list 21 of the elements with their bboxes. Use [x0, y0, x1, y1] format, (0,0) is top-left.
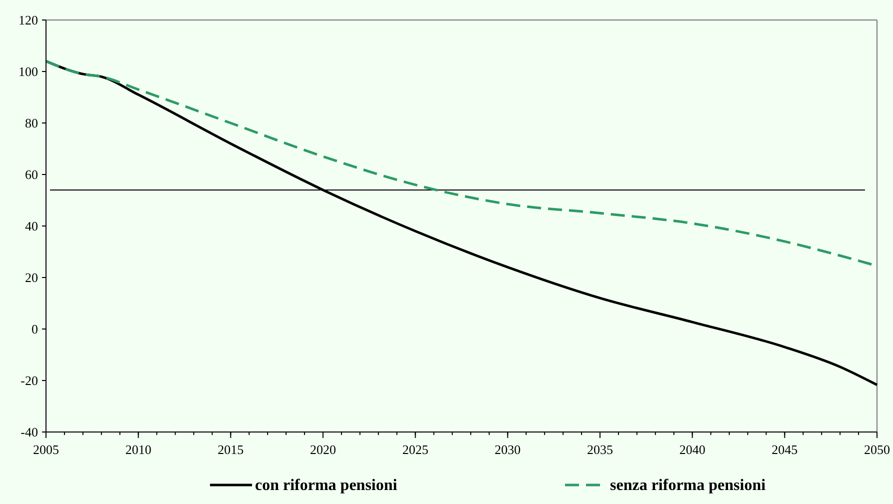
x-tick-label: 2015: [218, 442, 244, 457]
y-tick-label: 60: [25, 167, 38, 182]
x-tick-label: 2025: [402, 442, 428, 457]
x-tick-label: 2035: [587, 442, 613, 457]
x-tick-label: 2005: [33, 442, 59, 457]
x-tick-label: 2050: [864, 442, 890, 457]
x-tick-label: 2020: [310, 442, 336, 457]
y-tick-label: 40: [25, 218, 38, 234]
y-tick-label: 80: [25, 116, 38, 131]
y-tick-label: 120: [18, 12, 38, 28]
y-tick-label: -40: [20, 424, 38, 440]
y-tick-label: 20: [25, 270, 38, 286]
legend-label: senza riforma pensioni: [610, 477, 766, 494]
legend-label: con riforma pensioni: [255, 477, 398, 494]
x-tick-label: 2040: [679, 442, 706, 457]
x-tick-label: 2045: [772, 442, 798, 457]
y-tick-label: 0: [32, 322, 38, 337]
y-tick-label: 100: [18, 64, 38, 80]
x-tick-label: 2030: [494, 442, 521, 457]
x-tick-label: 2010: [125, 442, 152, 457]
y-tick-label: -20: [20, 373, 38, 388]
